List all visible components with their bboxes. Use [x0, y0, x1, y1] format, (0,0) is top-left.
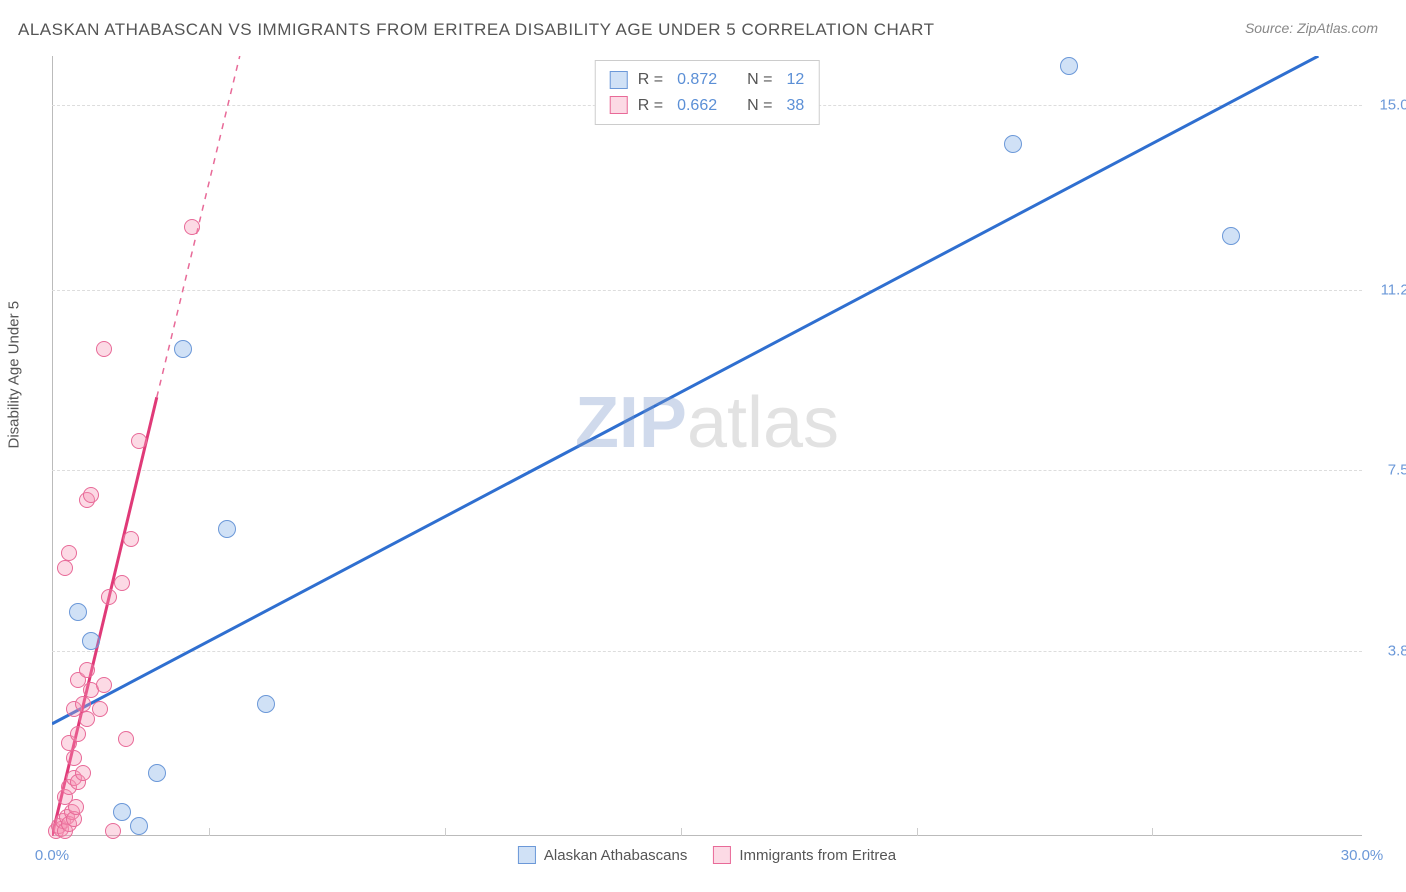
- swatch-blue-icon: [518, 846, 536, 864]
- data-point: [1060, 57, 1078, 75]
- r-label: R =: [638, 67, 663, 93]
- legend-item-2: Immigrants from Eritrea: [713, 846, 896, 864]
- source-attribution: Source: ZipAtlas.com: [1245, 20, 1378, 36]
- x-minor-tick: [917, 828, 918, 836]
- data-point: [131, 433, 147, 449]
- legend-label-1: Alaskan Athabascans: [544, 847, 687, 864]
- chart-title: ALASKAN ATHABASCAN VS IMMIGRANTS FROM ER…: [18, 20, 934, 40]
- r-label: R =: [638, 93, 663, 119]
- n-value-1: 12: [786, 67, 804, 93]
- x-tick-label: 0.0%: [35, 847, 69, 864]
- n-label: N =: [747, 67, 772, 93]
- x-minor-tick: [1152, 828, 1153, 836]
- legend-series: Alaskan Athabascans Immigrants from Erit…: [518, 846, 896, 864]
- n-label: N =: [747, 93, 772, 119]
- legend-item-1: Alaskan Athabascans: [518, 846, 687, 864]
- data-point: [57, 560, 73, 576]
- y-tick-label: 3.8%: [1388, 642, 1406, 659]
- data-point: [174, 340, 192, 358]
- x-minor-tick: [445, 828, 446, 836]
- r-value-2: 0.662: [677, 93, 717, 119]
- y-axis: [52, 56, 53, 836]
- y-tick-label: 7.5%: [1388, 462, 1406, 479]
- data-point: [105, 823, 121, 839]
- data-point: [82, 632, 100, 650]
- x-minor-tick: [681, 828, 682, 836]
- data-point: [75, 765, 91, 781]
- swatch-pink-icon: [713, 846, 731, 864]
- legend-stats-row-2: R = 0.662 N = 38: [610, 93, 805, 119]
- grid-line-h: [52, 470, 1362, 471]
- data-point: [123, 531, 139, 547]
- data-point: [1004, 135, 1022, 153]
- x-minor-tick: [209, 828, 210, 836]
- n-value-2: 38: [786, 93, 804, 119]
- data-point: [96, 341, 112, 357]
- data-point: [96, 677, 112, 693]
- data-point: [79, 662, 95, 678]
- data-point: [75, 696, 91, 712]
- data-point: [218, 520, 236, 538]
- grid-line-h: [52, 651, 1362, 652]
- data-point: [148, 764, 166, 782]
- data-point: [92, 701, 108, 717]
- trend-lines: [52, 56, 1362, 836]
- data-point: [184, 219, 200, 235]
- data-point: [1222, 227, 1240, 245]
- chart-area: 3.8%7.5%11.2%15.0%0.0%30.0% ZIPatlas R =…: [52, 56, 1362, 836]
- grid-line-h: [52, 290, 1362, 291]
- data-point: [113, 803, 131, 821]
- data-point: [114, 575, 130, 591]
- legend-stats-row-1: R = 0.872 N = 12: [610, 67, 805, 93]
- y-axis-label: Disability Age Under 5: [6, 301, 23, 449]
- legend-label-2: Immigrants from Eritrea: [739, 847, 896, 864]
- x-axis: [52, 835, 1362, 836]
- legend-stats: R = 0.872 N = 12 R = 0.662 N = 38: [595, 60, 820, 125]
- data-point: [69, 603, 87, 621]
- data-point: [130, 817, 148, 835]
- data-point: [83, 487, 99, 503]
- data-point: [257, 695, 275, 713]
- y-tick-label: 15.0%: [1379, 96, 1406, 113]
- r-value-1: 0.872: [677, 67, 717, 93]
- data-point: [61, 545, 77, 561]
- data-point: [118, 731, 134, 747]
- x-tick-label: 30.0%: [1341, 847, 1384, 864]
- data-point: [101, 589, 117, 605]
- swatch-pink-icon: [610, 96, 628, 114]
- data-point: [66, 750, 82, 766]
- swatch-blue-icon: [610, 71, 628, 89]
- data-point: [70, 726, 86, 742]
- y-tick-label: 11.2%: [1381, 282, 1406, 299]
- watermark: ZIPatlas: [575, 382, 839, 464]
